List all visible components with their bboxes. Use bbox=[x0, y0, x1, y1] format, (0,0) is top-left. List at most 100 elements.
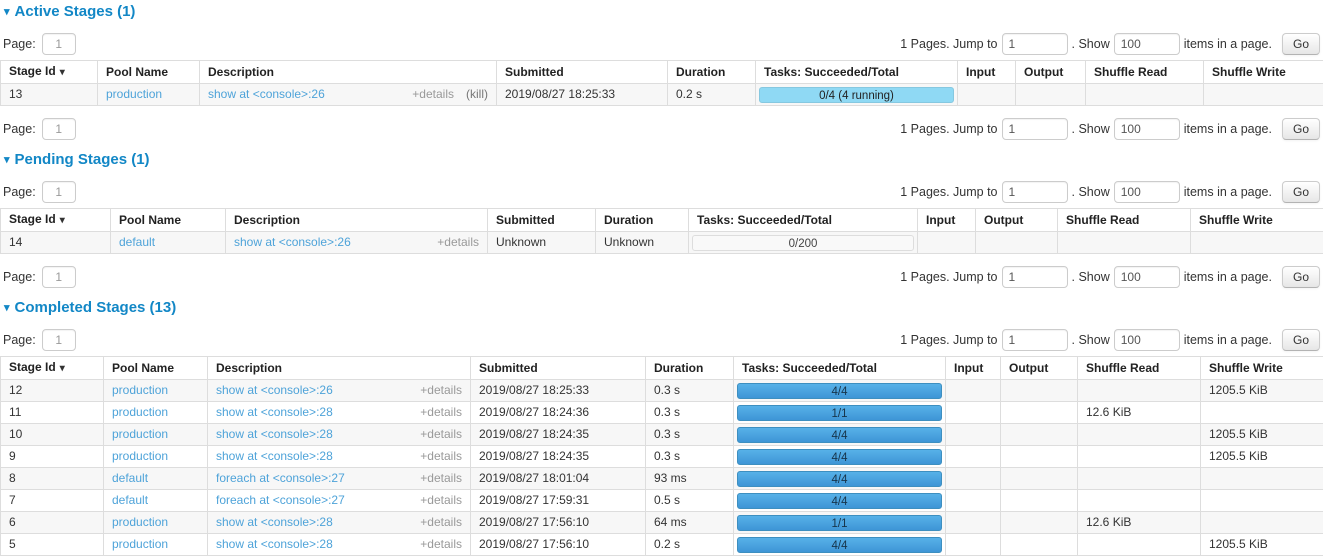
description-cell: foreach at <console>:27 +details bbox=[208, 490, 471, 512]
column-header-shuffle-write[interactable]: Shuffle Write bbox=[1204, 61, 1323, 84]
items-per-page-input[interactable] bbox=[1114, 118, 1180, 140]
description-link[interactable]: show at <console>:26 bbox=[234, 235, 351, 250]
jump-to-page-input[interactable] bbox=[1002, 181, 1068, 203]
description-link[interactable]: show at <console>:28 bbox=[216, 405, 333, 420]
column-header-input[interactable]: Input bbox=[918, 209, 976, 232]
column-header-shuffle-read[interactable]: Shuffle Read bbox=[1078, 357, 1201, 380]
pool-name-cell: production bbox=[104, 402, 208, 424]
column-header-description[interactable]: Description bbox=[200, 61, 497, 84]
details-toggle-link[interactable]: +details bbox=[420, 405, 462, 419]
details-toggle-link[interactable]: +details bbox=[420, 383, 462, 397]
go-button[interactable]: Go bbox=[1282, 266, 1320, 288]
details-toggle-link[interactable]: +details bbox=[420, 537, 462, 551]
details-toggle-link[interactable]: +details bbox=[412, 87, 454, 101]
pool-name-link[interactable]: default bbox=[119, 235, 155, 249]
column-header-duration[interactable]: Duration bbox=[668, 61, 756, 84]
column-header-stage-id[interactable]: Stage Id▾ bbox=[1, 209, 111, 232]
items-per-page-input[interactable] bbox=[1114, 329, 1180, 351]
page-number-input[interactable] bbox=[42, 329, 76, 351]
column-header-input[interactable]: Input bbox=[946, 357, 1001, 380]
collapse-arrow-icon: ▾ bbox=[4, 6, 10, 18]
task-progress-bar: 4/4 bbox=[737, 537, 942, 553]
task-progress-bar: 4/4 bbox=[737, 427, 942, 443]
section-title-completed[interactable]: ▾Completed Stages (13) bbox=[4, 300, 1323, 317]
pool-name-link[interactable]: default bbox=[112, 471, 148, 485]
column-header-output[interactable]: Output bbox=[1001, 357, 1078, 380]
column-header-submitted[interactable]: Submitted bbox=[488, 209, 596, 232]
description-link[interactable]: foreach at <console>:27 bbox=[216, 493, 345, 508]
submitted-cell: 2019/08/27 17:59:31 bbox=[471, 490, 646, 512]
pool-name-link[interactable]: production bbox=[112, 427, 168, 441]
column-header-output[interactable]: Output bbox=[976, 209, 1058, 232]
details-toggle-link[interactable]: +details bbox=[420, 427, 462, 441]
column-header-tasks-succeeded-total[interactable]: Tasks: Succeeded/Total bbox=[734, 357, 946, 380]
column-header-shuffle-write[interactable]: Shuffle Write bbox=[1201, 357, 1323, 380]
kill-stage-link[interactable]: (kill) bbox=[466, 87, 488, 101]
column-header-pool-name[interactable]: Pool Name bbox=[111, 209, 226, 232]
jump-to-page-input[interactable] bbox=[1002, 33, 1068, 55]
column-header-description[interactable]: Description bbox=[208, 357, 471, 380]
page-number-input[interactable] bbox=[42, 33, 76, 55]
description-link[interactable]: show at <console>:26 bbox=[208, 87, 325, 102]
description-link[interactable]: show at <console>:26 bbox=[216, 383, 333, 398]
page-number-input[interactable] bbox=[42, 181, 76, 203]
output-cell bbox=[1001, 490, 1078, 512]
column-header-input[interactable]: Input bbox=[958, 61, 1016, 84]
column-header-description[interactable]: Description bbox=[226, 209, 488, 232]
column-header-shuffle-write[interactable]: Shuffle Write bbox=[1191, 209, 1323, 232]
stage-id-cell: 7 bbox=[1, 490, 104, 512]
details-toggle-link[interactable]: +details bbox=[420, 449, 462, 463]
pool-name-link[interactable]: production bbox=[106, 87, 162, 101]
pool-name-link[interactable]: default bbox=[112, 493, 148, 507]
column-header-stage-id[interactable]: Stage Id▾ bbox=[1, 61, 98, 84]
go-button[interactable]: Go bbox=[1282, 118, 1320, 140]
jump-to-page-input[interactable] bbox=[1002, 118, 1068, 140]
page-indicator: Page: bbox=[3, 33, 76, 55]
column-header-tasks-succeeded-total[interactable]: Tasks: Succeeded/Total bbox=[689, 209, 918, 232]
description-link[interactable]: show at <console>:28 bbox=[216, 449, 333, 464]
column-header-duration[interactable]: Duration bbox=[646, 357, 734, 380]
details-toggle-link[interactable]: +details bbox=[420, 515, 462, 529]
shuffle-read-cell bbox=[1078, 380, 1201, 402]
details-toggle-link[interactable]: +details bbox=[437, 235, 479, 249]
column-header-duration[interactable]: Duration bbox=[596, 209, 689, 232]
pool-name-link[interactable]: production bbox=[112, 537, 168, 551]
page-number-input[interactable] bbox=[42, 118, 76, 140]
details-toggle-link[interactable]: +details bbox=[420, 493, 462, 507]
jump-to-page-input[interactable] bbox=[1002, 266, 1068, 288]
details-toggle-link[interactable]: +details bbox=[420, 471, 462, 485]
column-header-shuffle-read[interactable]: Shuffle Read bbox=[1058, 209, 1191, 232]
section-title-active[interactable]: ▾Active Stages (1) bbox=[4, 4, 1323, 21]
pool-name-link[interactable]: production bbox=[112, 405, 168, 419]
column-header-submitted[interactable]: Submitted bbox=[471, 357, 646, 380]
page-number-input[interactable] bbox=[42, 266, 76, 288]
column-header-stage-id[interactable]: Stage Id▾ bbox=[1, 357, 104, 380]
pool-name-link[interactable]: production bbox=[112, 515, 168, 529]
items-per-page-input[interactable] bbox=[1114, 266, 1180, 288]
go-button[interactable]: Go bbox=[1282, 33, 1320, 55]
description-actions: +details bbox=[420, 515, 462, 530]
submitted-cell: 2019/08/27 18:25:33 bbox=[471, 380, 646, 402]
pool-name-link[interactable]: production bbox=[112, 449, 168, 463]
description-link[interactable]: show at <console>:28 bbox=[216, 515, 333, 530]
items-per-page-input[interactable] bbox=[1114, 33, 1180, 55]
column-header-submitted[interactable]: Submitted bbox=[497, 61, 668, 84]
go-button[interactable]: Go bbox=[1282, 329, 1320, 351]
items-per-page-input[interactable] bbox=[1114, 181, 1180, 203]
pool-name-link[interactable]: production bbox=[112, 383, 168, 397]
input-cell bbox=[946, 424, 1001, 446]
column-header-output[interactable]: Output bbox=[1016, 61, 1086, 84]
description-cell: show at <console>:28+details bbox=[208, 534, 471, 556]
column-header-pool-name[interactable]: Pool Name bbox=[98, 61, 200, 84]
column-header-pool-name[interactable]: Pool Name bbox=[104, 357, 208, 380]
output-cell bbox=[1001, 446, 1078, 468]
tasks-cell: 4/4 bbox=[734, 424, 946, 446]
description-link[interactable]: foreach at <console>:27 bbox=[216, 471, 345, 486]
column-header-shuffle-read[interactable]: Shuffle Read bbox=[1086, 61, 1204, 84]
description-link[interactable]: show at <console>:28 bbox=[216, 427, 333, 442]
column-header-tasks-succeeded-total[interactable]: Tasks: Succeeded/Total bbox=[756, 61, 958, 84]
section-title-pending[interactable]: ▾Pending Stages (1) bbox=[4, 152, 1323, 169]
go-button[interactable]: Go bbox=[1282, 181, 1320, 203]
jump-to-page-input[interactable] bbox=[1002, 329, 1068, 351]
